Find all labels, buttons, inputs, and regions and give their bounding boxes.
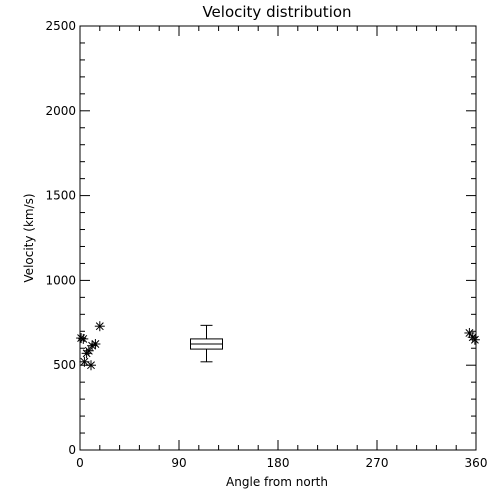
data-point bbox=[469, 334, 480, 345]
data-points bbox=[76, 321, 480, 371]
x-tick-label: 270 bbox=[366, 456, 389, 470]
y-axis-title: Velocity (km/s) bbox=[22, 193, 36, 282]
data-point bbox=[90, 339, 101, 349]
y-tick-label: 1500 bbox=[45, 189, 76, 203]
y-tick-label: 500 bbox=[53, 358, 76, 372]
y-tick-label: 2000 bbox=[45, 104, 76, 118]
x-tick-label: 90 bbox=[171, 456, 186, 470]
x-axis-title: Angle from north bbox=[226, 475, 328, 489]
axis-ticks: 0 90 180 270 360 0 500 1000 1500 2000 2500 bbox=[45, 19, 487, 470]
boxplot bbox=[190, 324, 223, 363]
x-tick-label: 360 bbox=[465, 456, 488, 470]
chart-title: Velocity distribution bbox=[202, 3, 351, 21]
x-tick-label: 180 bbox=[267, 456, 290, 470]
y-tick-label: 1000 bbox=[45, 273, 76, 287]
plot-frame bbox=[79, 25, 477, 451]
data-point bbox=[83, 345, 94, 356]
data-point bbox=[86, 360, 96, 371]
data-point bbox=[78, 333, 89, 344]
data-point bbox=[94, 321, 105, 332]
x-tick-label: 0 bbox=[76, 456, 84, 470]
y-tick-label: 0 bbox=[68, 443, 76, 457]
y-tick-label: 2500 bbox=[45, 19, 76, 33]
